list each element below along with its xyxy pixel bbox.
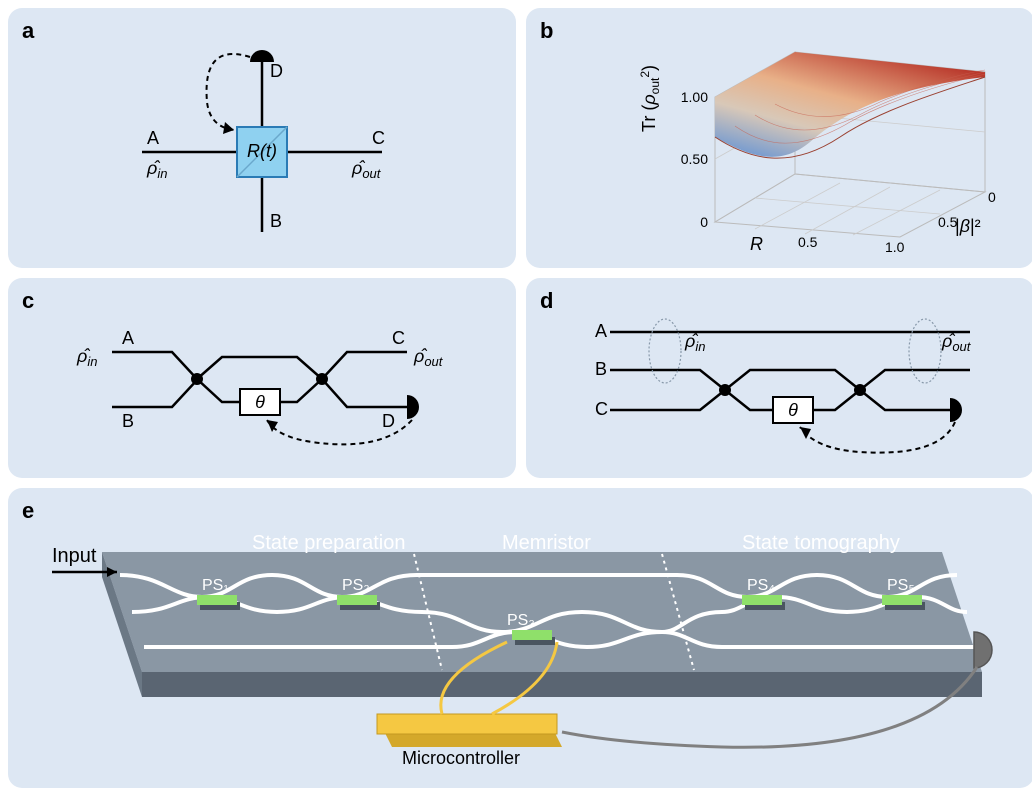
section-tomo: State tomography xyxy=(742,532,900,554)
z-axis-label: Tr (ρout2) xyxy=(638,65,662,132)
y-axis-label: |β|² xyxy=(955,216,981,236)
surface-plot-b: Tr (ρout2) 0 0.50 1.00 R 0.5 1.0 |β|² 0 … xyxy=(540,22,1020,252)
section-memristor: Memristor xyxy=(502,532,591,554)
ztick-0: 0 xyxy=(700,214,708,230)
panel-label-d: d xyxy=(540,288,553,314)
rt-box-label: R(t) xyxy=(247,141,277,161)
port-b: B xyxy=(270,211,282,231)
port-a-c: A xyxy=(122,328,134,348)
panel-label-c: c xyxy=(22,288,34,314)
detector-icon-d xyxy=(950,398,962,422)
ps3: PS₃ xyxy=(507,612,535,629)
ztick-1: 0.50 xyxy=(681,151,708,167)
diagram-d: θ A B C ρ̂in ρ̂out xyxy=(540,292,1020,462)
port-a-d: A xyxy=(595,321,607,341)
panel-d: d θ A B C ρ̂in ρ̂out xyxy=(526,278,1032,478)
chip-schematic: State preparation Memristor State tomogr… xyxy=(22,502,1012,772)
port-a: A xyxy=(147,128,159,148)
rho-out-c: ρ̂out xyxy=(413,346,444,369)
chip-detector-icon xyxy=(974,632,992,668)
rho-in-c: ρ̂in xyxy=(76,346,97,369)
theta-box-c: θ xyxy=(255,392,265,412)
rho-in-a: ρ̂in xyxy=(146,158,167,181)
port-d: D xyxy=(270,61,283,81)
ytick-1: 0.5 xyxy=(938,214,958,230)
ytick-0: 0 xyxy=(988,189,996,205)
port-d-c: D xyxy=(382,411,395,431)
micro-label: Microcontroller xyxy=(402,748,520,768)
panel-label-a: a xyxy=(22,18,34,44)
xtick-1: 0.5 xyxy=(798,234,818,250)
microcontroller: Microcontroller xyxy=(377,714,562,768)
section-prep: State preparation xyxy=(252,532,405,554)
port-c-c: C xyxy=(392,328,405,348)
input-label: Input xyxy=(52,545,97,567)
port-b-c: B xyxy=(122,411,134,431)
panel-a: a R(t) A C B D ρ̂in ρ̂out xyxy=(8,8,516,268)
ps4: PS₄ xyxy=(747,577,775,594)
theta-box-d: θ xyxy=(788,400,798,420)
port-b-d: B xyxy=(595,359,607,379)
ps1: PS₁ xyxy=(202,577,229,594)
panel-b: b T xyxy=(526,8,1032,268)
ps5: PS₅ xyxy=(887,577,915,594)
ps2: PS₂ xyxy=(342,577,370,594)
port-c-d: C xyxy=(595,399,608,419)
port-c: C xyxy=(372,128,385,148)
input-ellipse xyxy=(649,319,681,383)
ztick-2: 1.00 xyxy=(681,89,708,105)
panel-label-e: e xyxy=(22,498,34,524)
rho-out-d: ρ̂out xyxy=(941,331,972,354)
panel-label-b: b xyxy=(540,18,553,44)
diagram-c: θ A B C D ρ̂in ρ̂out xyxy=(22,292,502,462)
xtick-2: 1.0 xyxy=(885,239,905,252)
output-ellipse xyxy=(909,319,941,383)
x-axis-label: R xyxy=(750,234,763,252)
panel-c: c θ xyxy=(8,278,516,478)
rho-in-d: ρ̂in xyxy=(684,331,705,354)
panel-e: e State preparation Memristor State tomo… xyxy=(8,488,1032,788)
chip-front xyxy=(142,672,982,697)
diagram-a: R(t) A C B D ρ̂in ρ̂out xyxy=(22,22,502,252)
rho-out-a: ρ̂out xyxy=(351,158,382,181)
